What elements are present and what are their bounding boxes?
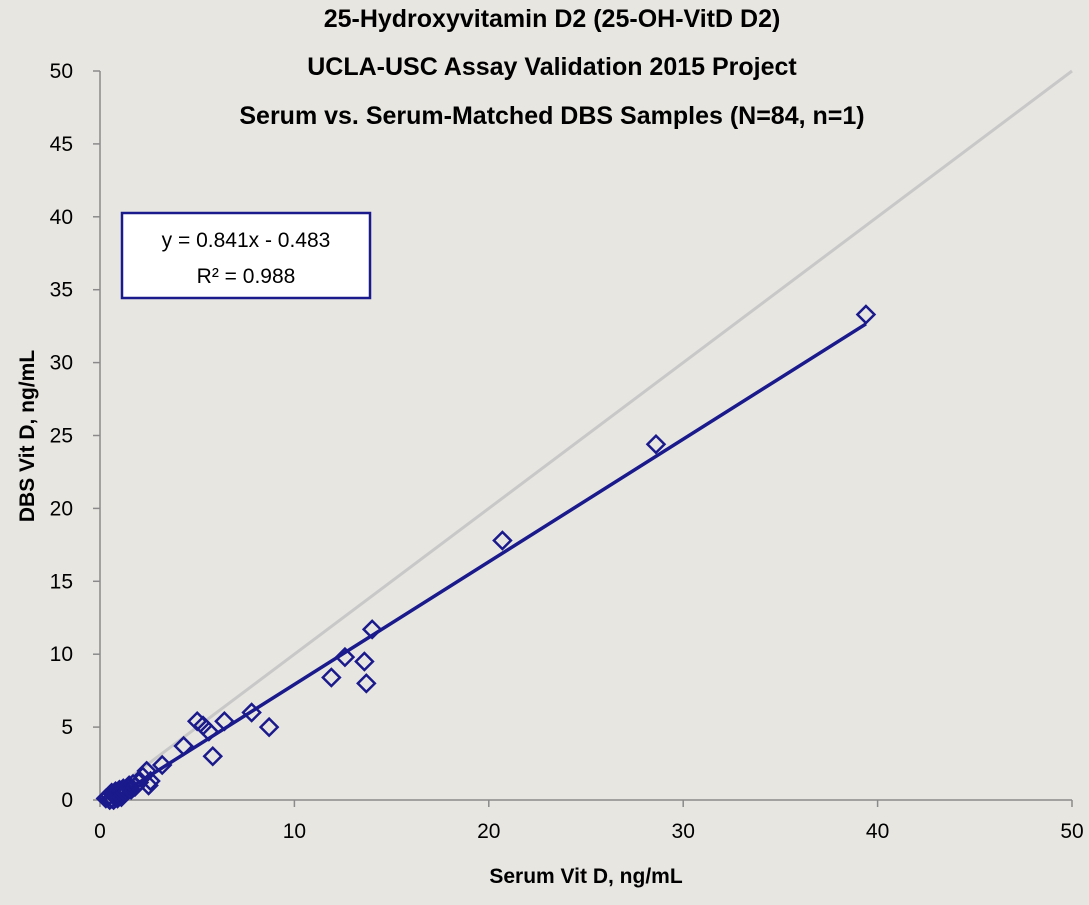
data-point bbox=[202, 745, 224, 767]
x-tick-label: 0 bbox=[94, 820, 106, 843]
data-point bbox=[855, 304, 877, 325]
chart-title-line-2: UCLA-USC Assay Validation 2015 Project bbox=[307, 53, 797, 81]
y-tick-label: 25 bbox=[50, 425, 73, 448]
x-tick-label: 50 bbox=[1060, 820, 1083, 843]
equation-box-border bbox=[120, 211, 372, 300]
trendline-layer bbox=[108, 322, 867, 803]
data-point bbox=[198, 721, 220, 742]
trendline bbox=[108, 322, 867, 803]
data-point bbox=[151, 754, 173, 776]
x-tick-label: 30 bbox=[672, 820, 695, 843]
data-point bbox=[258, 716, 280, 738]
y-tick-label: 5 bbox=[61, 716, 73, 739]
y-tick-label: 45 bbox=[50, 133, 73, 156]
equation-box: y = 0.841x - 0.483 R² = 0.988 bbox=[120, 211, 372, 300]
y-tick-label: 20 bbox=[50, 497, 73, 520]
tick-labels: 0 10 20 30 40 50 0 5 10 15 20 25 30 35 40 45 50 bbox=[50, 60, 1084, 843]
data-point bbox=[354, 651, 375, 672]
y-tick-label: 35 bbox=[50, 279, 73, 302]
data-point bbox=[492, 530, 513, 551]
data-points bbox=[95, 304, 877, 811]
data-point bbox=[334, 646, 356, 668]
data-point bbox=[645, 433, 667, 455]
data-point bbox=[361, 619, 383, 640]
trendline-equation: y = 0.841x - 0.483 bbox=[162, 229, 331, 252]
data-point bbox=[356, 673, 377, 694]
chart-title-line-1: 25-Hydroxyvitamin D2 (25-OH-VitD D2) bbox=[324, 5, 781, 33]
y-tick-label: 15 bbox=[50, 570, 73, 593]
chart-title: 25-Hydroxyvitamin D2 (25-OH-VitD D2) UCL… bbox=[239, 5, 864, 130]
y-tick-label: 10 bbox=[50, 643, 73, 666]
data-point bbox=[214, 711, 235, 732]
x-tick-label: 20 bbox=[477, 820, 500, 843]
x-tick-label: 40 bbox=[866, 820, 889, 843]
identity-line-layer bbox=[99, 69, 1073, 802]
y-axis-label: DBS Vit D, ng/mL bbox=[16, 350, 39, 522]
chart-title-line-3: Serum vs. Serum-Matched DBS Samples (N=8… bbox=[239, 102, 864, 130]
x-axis-label: Serum Vit D, ng/mL bbox=[489, 865, 682, 888]
data-point bbox=[140, 770, 161, 792]
axes bbox=[93, 70, 1073, 807]
identity-line bbox=[99, 69, 1073, 802]
data-point bbox=[241, 702, 262, 723]
r-squared-label: R² = 0.988 bbox=[197, 265, 296, 288]
y-tick-label: 50 bbox=[50, 60, 73, 83]
data-point bbox=[321, 667, 342, 688]
y-tick-label: 30 bbox=[50, 352, 73, 375]
data-point bbox=[118, 775, 140, 796]
y-tick-label: 0 bbox=[61, 789, 73, 812]
x-tick-label: 10 bbox=[283, 820, 306, 843]
y-tick-label: 40 bbox=[50, 206, 73, 229]
data-point bbox=[173, 735, 194, 757]
